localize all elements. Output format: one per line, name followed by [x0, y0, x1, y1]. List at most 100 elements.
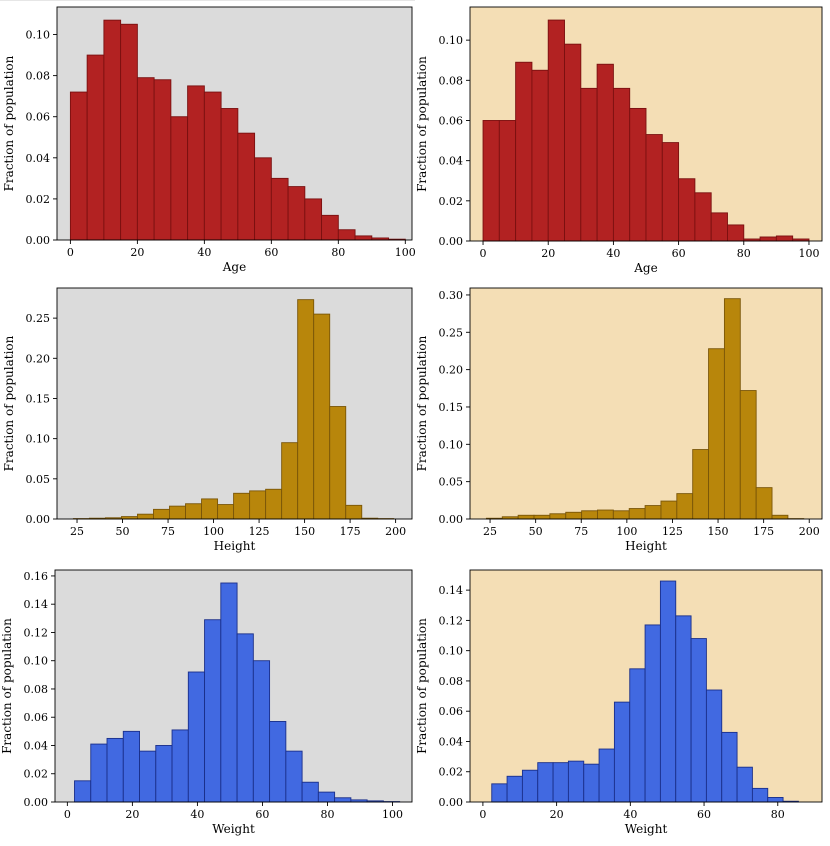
chart-weight-right: 0 20 40 60 80 0.00 0.02 0.04 0.06 0.08 0.10 0.12 0.1… [415, 569, 823, 836]
histogram-bar [297, 299, 315, 520]
top-divider [0, 0, 415, 1]
x-tick-label: 175 [753, 525, 774, 538]
chart-weight-left: 0 20 40 60 80 100 0.00 0.02 0.04 0.06 0.08 0.10 0.12… [0, 569, 413, 836]
histogram-bar [517, 514, 535, 520]
histogram-bar [694, 192, 712, 242]
x-tick-label: 50 [116, 525, 130, 538]
y-axis-label: Fraction of population [415, 56, 429, 192]
y-tick-label: 0.00 [439, 235, 464, 248]
histogram-bar [203, 91, 222, 241]
histogram-bar [705, 689, 723, 803]
y-tick-label: 0.12 [24, 626, 49, 639]
histogram-bar [329, 406, 347, 520]
histogram-bar [597, 509, 614, 520]
y-tick-label: 0.12 [439, 614, 464, 627]
chart-height-left: 25 50 75 100 125 150 175 200 0.00 0.05 0.10 0.15 0.2… [2, 287, 413, 553]
histogram-bar [721, 731, 738, 803]
histogram-bar [153, 79, 172, 241]
chart-age-right: 0 20 40 60 80 100 0.00 0.02 0.04 0.06 0.08 0.10 Age F… [415, 6, 823, 275]
x-tick-label: 25 [70, 525, 84, 538]
histogram-bar [771, 514, 789, 520]
y-tick-label: 0.00 [26, 513, 51, 526]
histogram-bar [565, 511, 583, 520]
y-tick-label: 0.06 [439, 705, 464, 718]
x-tick-label: 125 [662, 525, 683, 538]
y-tick-label: 0.14 [24, 598, 49, 611]
histogram-bar [690, 638, 707, 803]
histogram-bar [74, 780, 92, 803]
histogram-bar [120, 23, 138, 241]
histogram-bar [596, 63, 614, 242]
histogram-bar [354, 235, 373, 241]
histogram-bar [549, 513, 567, 520]
x-tick-label: 60 [255, 808, 269, 821]
y-tick-label: 0.15 [26, 392, 51, 405]
plot-background [470, 288, 822, 519]
y-axis-label: Fraction of population [2, 55, 16, 191]
histogram-bar [265, 488, 283, 520]
y-axis-label: Fraction of population [2, 335, 16, 471]
histogram-bar [498, 120, 517, 242]
y-tick-label: 0.08 [26, 70, 51, 83]
histogram-bar [727, 224, 745, 242]
histogram-bar [337, 229, 356, 241]
histogram-bar [583, 763, 600, 803]
histogram-bar [644, 624, 661, 803]
histogram-bar [767, 797, 784, 803]
y-tick-label: 0.25 [439, 326, 464, 339]
y-tick-label: 0.10 [439, 438, 464, 451]
histogram-bar [313, 313, 331, 520]
y-tick-label: 0.04 [24, 739, 49, 752]
histogram-bar [139, 750, 157, 803]
y-tick-label: 0.05 [439, 476, 464, 489]
x-tick-label: 50 [529, 525, 543, 538]
histogram-bar [103, 19, 122, 241]
histogram-bar [170, 116, 189, 241]
x-tick-label: 75 [161, 525, 175, 538]
x-tick-label: 25 [483, 525, 497, 538]
x-tick-label: 125 [249, 525, 270, 538]
histogram-bar [345, 504, 363, 520]
y-tick-label: 0.02 [24, 768, 49, 781]
histogram-bar [287, 186, 306, 241]
histogram-bar [612, 510, 630, 520]
histogram-bar [482, 120, 500, 242]
histogram-bar [567, 760, 585, 803]
histogram-bar [254, 157, 272, 241]
plot-frame [54, 569, 413, 803]
x-tick-label: 20 [130, 246, 144, 259]
chart-height-right: 25 50 75 100 125 150 175 200 0.00 0.05 0.10 0.15 0.2… [415, 287, 823, 553]
y-tick-label: 0.04 [439, 735, 464, 748]
x-tick-label: 40 [623, 808, 637, 821]
y-axis-label: Fraction of population [415, 618, 429, 754]
y-tick-label: 0.10 [26, 433, 51, 446]
x-tick-label: 150 [708, 525, 729, 538]
histogram-bar [759, 236, 777, 242]
plot-frame [469, 6, 823, 242]
x-tick-label: 60 [264, 246, 278, 259]
y-tick-label: 0.02 [439, 195, 464, 208]
histogram-bar [171, 729, 189, 803]
y-tick-label: 0.02 [439, 766, 464, 779]
x-axis-label: Age [633, 261, 657, 275]
y-tick-label: 0.06 [26, 111, 51, 124]
x-tick-label: 200 [385, 525, 406, 538]
x-tick-label: 80 [320, 808, 334, 821]
x-tick-label: 175 [340, 525, 361, 538]
histogram-bar [531, 69, 549, 242]
y-tick-label: 0.08 [439, 675, 464, 688]
histogram-bar [153, 508, 170, 520]
histogram-bar [201, 498, 219, 520]
histogram-bar [708, 348, 725, 520]
x-tick-label: 0 [480, 247, 487, 260]
x-tick-label: 0 [479, 808, 486, 821]
x-tick-label: 100 [798, 247, 819, 260]
histogram-bar [204, 619, 222, 803]
y-tick-label: 0.25 [26, 312, 51, 325]
x-tick-label: 80 [331, 246, 345, 259]
histogram-bar [304, 198, 323, 241]
y-tick-label: 0.20 [439, 364, 464, 377]
histogram-bar [217, 504, 235, 520]
histogram-bar [751, 787, 769, 803]
